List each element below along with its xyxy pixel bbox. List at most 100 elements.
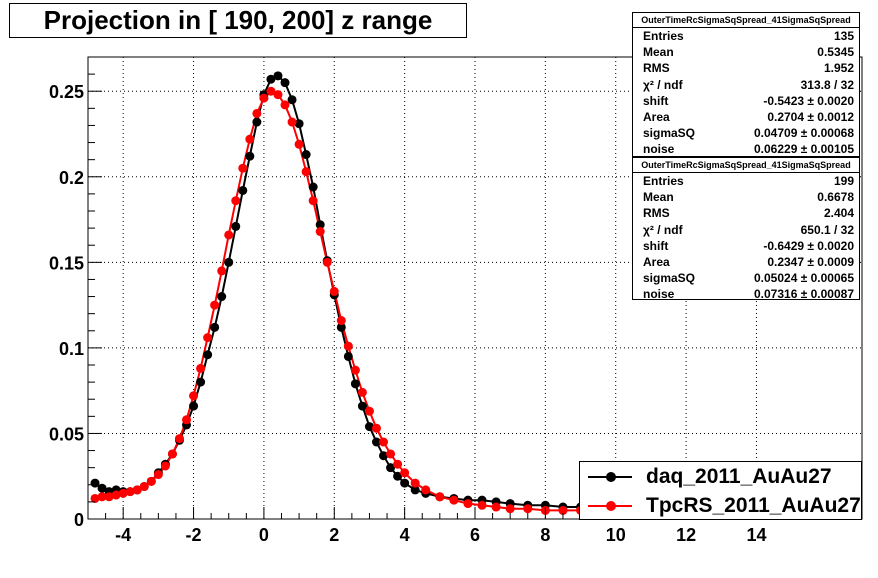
data-point xyxy=(217,292,227,302)
data-point xyxy=(393,459,403,469)
legend-label: daq_2011_AuAu27 xyxy=(646,464,832,488)
data-point xyxy=(386,449,396,459)
data-point xyxy=(329,286,339,296)
legend-label: TpcRS_2011_AuAu27 xyxy=(646,493,861,517)
data-point xyxy=(287,95,297,105)
data-point xyxy=(97,492,107,502)
x-tick-label: 14 xyxy=(746,525,766,545)
data-point xyxy=(97,483,107,493)
x-tick-label: 0 xyxy=(259,525,269,545)
legend-marker-icon xyxy=(580,491,640,520)
data-point xyxy=(280,78,290,88)
x-tick-label: 8 xyxy=(540,525,550,545)
data-point xyxy=(189,401,199,411)
fit-curve-1 xyxy=(94,89,581,512)
data-point xyxy=(343,351,353,361)
data-point xyxy=(259,93,269,103)
legend-entry-tpcrs: TpcRS_2011_AuAu27 xyxy=(580,491,861,520)
data-point xyxy=(357,387,367,397)
data-point xyxy=(400,468,410,478)
data-point xyxy=(203,333,213,343)
data-point xyxy=(224,257,234,267)
data-point xyxy=(322,257,332,267)
data-point xyxy=(280,100,290,110)
data-point xyxy=(132,485,142,495)
x-tick-label: 2 xyxy=(329,525,339,545)
data-point xyxy=(210,322,220,332)
data-point xyxy=(231,196,241,206)
data-point xyxy=(104,492,114,502)
data-point xyxy=(449,495,459,505)
data-point xyxy=(315,220,325,230)
stats-row: sigmaSQ 0.04709 ± 0.00068 xyxy=(643,126,854,141)
data-point xyxy=(364,406,374,416)
data-point xyxy=(463,499,473,509)
tick-labels: -4 -2 0 2 4 6 8 10 12 14 0 0.05 0.1 0.15 0.2 0.25 xyxy=(49,82,767,545)
stats-row: Area 0.2704 ± 0.0012 xyxy=(643,109,854,124)
stats-box-daq: OuterTimeRcSigmaSqSpread_41SigmaSqSpread… xyxy=(632,12,860,157)
data-point xyxy=(273,90,283,100)
data-point xyxy=(118,488,128,498)
data-point xyxy=(266,74,276,84)
data-point xyxy=(174,434,184,444)
stats-header: OuterTimeRcSigmaSqSpread_41SigmaSqSpread xyxy=(633,13,859,28)
data-point xyxy=(379,451,389,461)
data-point xyxy=(196,363,206,373)
data-points xyxy=(90,71,586,515)
data-point xyxy=(167,449,177,459)
data-point xyxy=(252,108,262,118)
data-point xyxy=(238,163,248,173)
data-point xyxy=(294,119,304,129)
stats-row: noise 0.06229 ± 0.00105 xyxy=(643,142,854,157)
data-point xyxy=(371,423,381,433)
chart-title: Projection in [ 190, 200] z range xyxy=(43,5,433,35)
stats-row: RMS 2.404 xyxy=(643,206,854,221)
data-point xyxy=(231,221,241,231)
y-tick-label: 0.1 xyxy=(59,339,84,359)
data-point xyxy=(245,151,255,161)
data-point xyxy=(224,230,234,240)
stats-row: χ² / ndf 650.1 / 32 xyxy=(643,222,854,237)
data-point xyxy=(273,71,283,81)
chart-title-box: Projection in [ 190, 200] z range xyxy=(9,3,467,38)
y-tick-label: 0.15 xyxy=(49,253,84,273)
data-point xyxy=(111,490,121,500)
data-point xyxy=(146,476,156,486)
data-point xyxy=(336,322,346,332)
data-point xyxy=(410,478,420,488)
data-point xyxy=(294,139,304,149)
data-point xyxy=(477,500,487,510)
stats-row: Area 0.2347 ± 0.0009 xyxy=(643,254,854,269)
data-point xyxy=(386,463,396,473)
data-point xyxy=(196,377,206,387)
data-point xyxy=(245,134,255,144)
y-tick-label: 0.25 xyxy=(49,82,84,102)
data-point xyxy=(491,502,501,512)
x-tick-label: 6 xyxy=(470,525,480,545)
data-point xyxy=(308,182,318,192)
data-point xyxy=(410,485,420,495)
data-point xyxy=(505,504,515,514)
data-point xyxy=(558,505,568,515)
data-point xyxy=(301,150,311,160)
data-point xyxy=(90,478,100,488)
x-tick-label: -4 xyxy=(115,525,131,545)
data-point xyxy=(160,461,170,471)
stats-header: OuterTimeRcSigmaSqSpread_41SigmaSqSpread xyxy=(633,158,859,173)
data-point xyxy=(371,437,381,447)
data-point xyxy=(435,492,445,502)
data-point xyxy=(252,117,262,127)
data-point xyxy=(308,196,318,206)
data-point xyxy=(400,478,410,488)
data-point xyxy=(357,401,367,411)
data-point xyxy=(217,266,227,276)
stats-box-tpcrs: OuterTimeRcSigmaSqSpread_41SigmaSqSpread… xyxy=(632,157,860,301)
stats-row: shift -0.5423 ± 0.0020 xyxy=(643,93,854,108)
data-point xyxy=(287,117,297,127)
data-point xyxy=(266,86,276,96)
data-point xyxy=(343,341,353,351)
data-point xyxy=(421,485,431,495)
data-point xyxy=(90,493,100,503)
legend-marker-icon xyxy=(580,462,640,491)
